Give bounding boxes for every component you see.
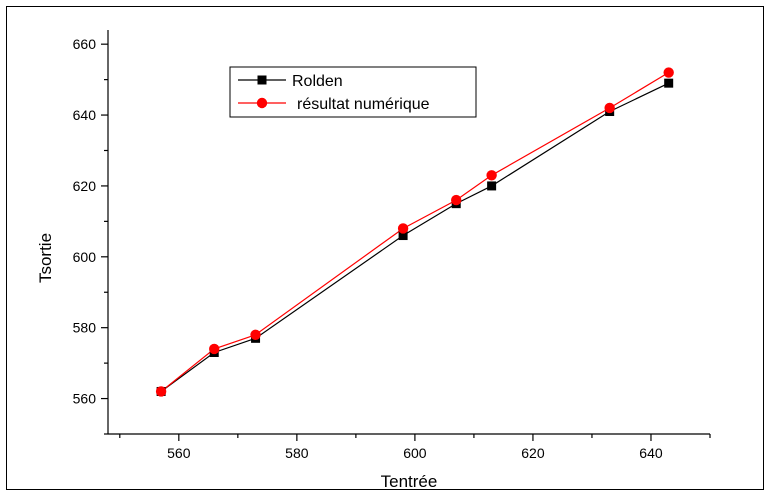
y-tick-label: 560 <box>73 391 97 407</box>
y-tick-label: 660 <box>73 36 97 52</box>
legend-box <box>229 66 477 118</box>
data-point-resultat-numerique <box>250 329 261 340</box>
data-point-rolden <box>664 78 674 88</box>
data-point-resultat-numerique <box>397 223 409 234</box>
series-line-resultat-numerique <box>160 72 669 392</box>
data-point-resultat-numerique <box>209 343 220 355</box>
axes <box>107 30 710 435</box>
y-tick-label: 600 <box>73 249 97 265</box>
legend-label-rolden: Rolden <box>292 73 343 90</box>
x-tick-label: 600 <box>403 445 427 461</box>
legend-marker-resultat-numerique <box>256 97 268 109</box>
x-ticks: 560 580 600 620 640 <box>119 434 711 461</box>
x-tick-label: 640 <box>639 445 663 461</box>
data-point-resultat-numerique <box>451 194 462 206</box>
x-axis-label: Tentrée <box>381 472 438 490</box>
x-tick-label: 560 <box>167 445 191 461</box>
data-point-rolden <box>487 181 497 191</box>
series-line-rolden <box>160 82 669 392</box>
x-tick-label: 620 <box>521 445 545 461</box>
y-ticks: 560 580 600 620 640 660 <box>73 36 108 435</box>
data-point-resultat-numerique <box>486 170 497 181</box>
data-point-rolden <box>398 231 408 241</box>
data-point-resultat-numerique <box>155 386 167 397</box>
data-point-resultat-numerique <box>604 102 615 114</box>
y-axis-label: Tsortie <box>36 233 55 283</box>
data-point-resultat-numerique <box>663 67 674 78</box>
legend-label-resultat-numerique: résultat numérique <box>297 96 430 113</box>
legend: Rolden résultat numérique <box>229 66 477 118</box>
y-tick-label: 640 <box>73 107 97 123</box>
legend-marker-rolden <box>257 75 267 85</box>
y-tick-label: 580 <box>73 320 97 336</box>
x-tick-label: 580 <box>285 445 309 461</box>
series-layer <box>155 67 674 397</box>
y-tick-label: 620 <box>73 178 97 194</box>
